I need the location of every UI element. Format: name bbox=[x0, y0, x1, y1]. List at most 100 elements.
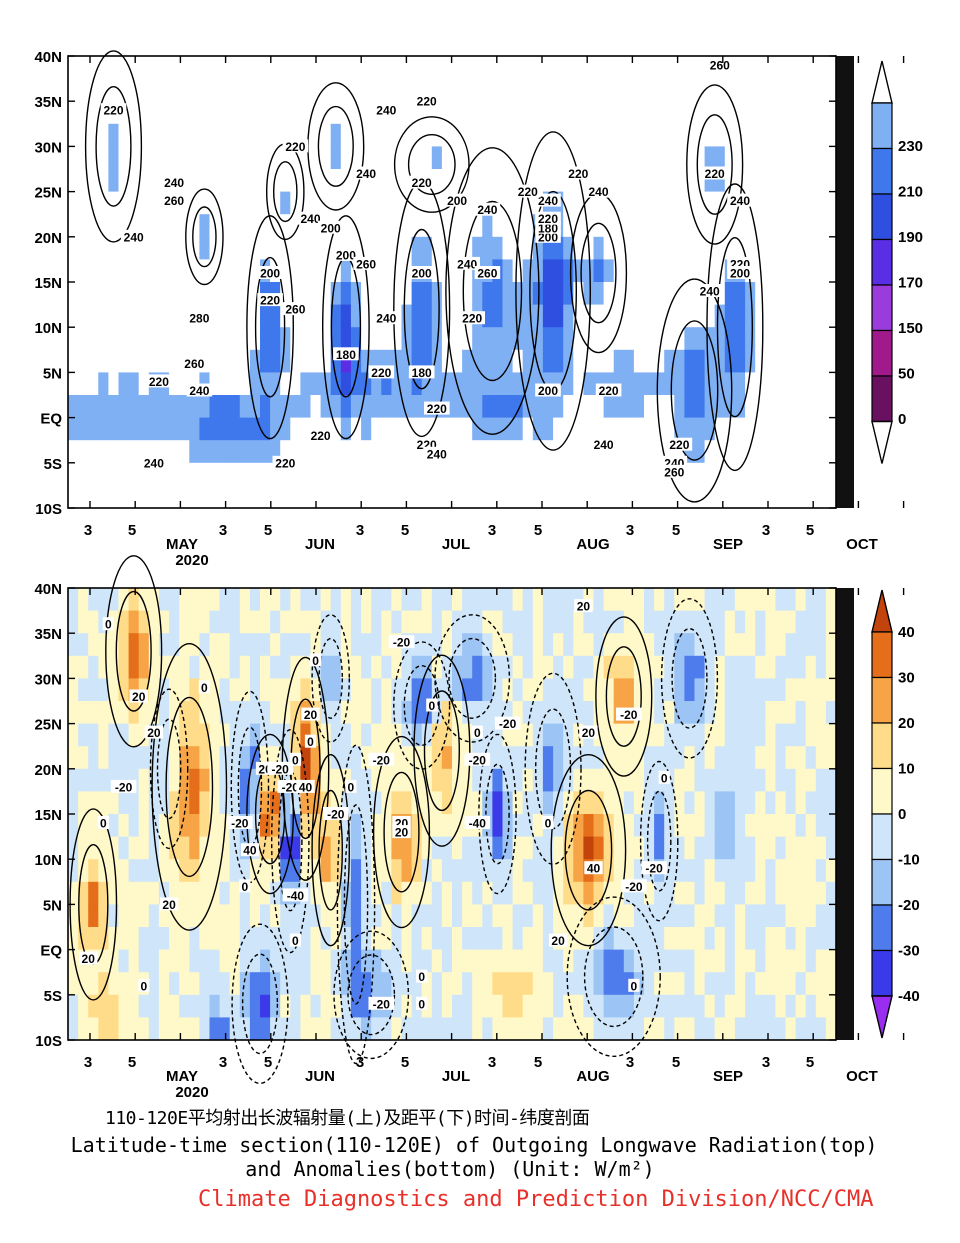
field-cell bbox=[522, 169, 534, 193]
field-cell bbox=[553, 282, 564, 306]
contour-label-bg bbox=[282, 139, 309, 153]
field-cell bbox=[260, 768, 271, 792]
field-cell bbox=[755, 327, 766, 351]
field-cell bbox=[118, 372, 130, 396]
field-cell bbox=[532, 701, 544, 725]
field-cell bbox=[88, 791, 99, 815]
field-cell bbox=[664, 123, 675, 147]
contour-label-bg bbox=[282, 888, 309, 902]
field-cell bbox=[765, 859, 776, 883]
field-cell bbox=[583, 1017, 595, 1041]
field-cell bbox=[381, 485, 392, 509]
field-cell bbox=[128, 881, 140, 905]
field-cell bbox=[199, 1017, 211, 1041]
field-cell bbox=[381, 78, 392, 102]
field-cell bbox=[229, 949, 241, 973]
field-cell bbox=[755, 723, 766, 747]
field-cell bbox=[502, 146, 514, 170]
field-cell bbox=[542, 417, 554, 441]
field-cell bbox=[381, 814, 392, 838]
field-cell bbox=[199, 282, 211, 306]
field-cell bbox=[290, 146, 301, 170]
field-cell bbox=[128, 236, 140, 260]
field-cell bbox=[421, 633, 433, 657]
field-cell bbox=[118, 588, 130, 612]
field-cell bbox=[229, 304, 241, 328]
field-cell bbox=[805, 123, 817, 147]
field-cell bbox=[219, 462, 231, 486]
field-cell bbox=[613, 169, 625, 193]
field-cell bbox=[482, 859, 493, 883]
field-cell bbox=[755, 56, 766, 80]
field-cell bbox=[654, 655, 665, 679]
field-cell bbox=[371, 701, 382, 725]
field-cell bbox=[633, 791, 645, 815]
field-cell bbox=[482, 236, 493, 260]
field-cell bbox=[805, 146, 817, 170]
field-cell bbox=[482, 881, 493, 905]
contour-label-bg bbox=[621, 879, 647, 893]
field-cell bbox=[441, 655, 453, 679]
contour-label: 0 bbox=[307, 735, 314, 749]
field-cell bbox=[724, 372, 736, 396]
field-cell bbox=[704, 78, 716, 102]
field-cell bbox=[310, 191, 322, 215]
y-tick-label: 25N bbox=[34, 185, 62, 202]
field-cell bbox=[381, 349, 392, 373]
contour-label: -40 bbox=[469, 817, 487, 831]
field-cell bbox=[724, 701, 736, 725]
field-cell bbox=[371, 655, 382, 679]
field-cell bbox=[492, 78, 504, 102]
field-cell bbox=[209, 56, 221, 80]
field-cell bbox=[714, 236, 726, 260]
field-cell bbox=[775, 56, 787, 80]
field-cell bbox=[795, 881, 807, 905]
field-cell bbox=[330, 462, 342, 486]
field-cell bbox=[280, 123, 291, 147]
field-cell bbox=[350, 485, 362, 509]
field-cell bbox=[613, 327, 625, 351]
field-cell bbox=[563, 417, 574, 441]
field-cell bbox=[108, 304, 120, 328]
field-cell bbox=[482, 655, 493, 679]
field-cell bbox=[411, 123, 423, 147]
field-cell bbox=[805, 904, 817, 928]
field-cell bbox=[623, 927, 635, 951]
field-cell bbox=[128, 101, 140, 125]
field-cell bbox=[158, 462, 170, 486]
field-cell bbox=[88, 836, 99, 860]
field-cell bbox=[270, 417, 281, 441]
field-cell bbox=[755, 78, 766, 102]
colorbar-label: -10 bbox=[898, 852, 920, 869]
field-cell bbox=[532, 904, 544, 928]
field-cell bbox=[199, 395, 211, 419]
field-cell bbox=[724, 327, 736, 351]
field-cell bbox=[260, 169, 271, 193]
field-cell bbox=[98, 836, 109, 860]
field-cell bbox=[704, 462, 716, 486]
field-cell bbox=[623, 859, 635, 883]
field-cell bbox=[270, 304, 281, 328]
field-cell bbox=[492, 1017, 504, 1041]
field-cell bbox=[775, 881, 787, 905]
field-cell bbox=[563, 768, 574, 792]
field-cell bbox=[785, 417, 797, 441]
field-cell bbox=[795, 723, 807, 747]
field-cell bbox=[371, 78, 382, 102]
field-cell bbox=[482, 588, 493, 612]
field-cell bbox=[492, 678, 504, 702]
field-cell bbox=[522, 56, 534, 80]
field-cell bbox=[603, 633, 615, 657]
contour-label: 220 bbox=[149, 375, 169, 389]
field-cell bbox=[482, 949, 493, 973]
field-cell bbox=[148, 701, 160, 725]
contour-line bbox=[84, 50, 143, 243]
field-cell bbox=[765, 56, 776, 80]
field-cell bbox=[704, 904, 716, 928]
field-cell bbox=[745, 859, 756, 883]
field-cell bbox=[350, 633, 362, 657]
field-cell bbox=[532, 633, 544, 657]
field-cell bbox=[209, 282, 221, 306]
field-cell bbox=[401, 146, 413, 170]
field-cell bbox=[704, 972, 716, 996]
